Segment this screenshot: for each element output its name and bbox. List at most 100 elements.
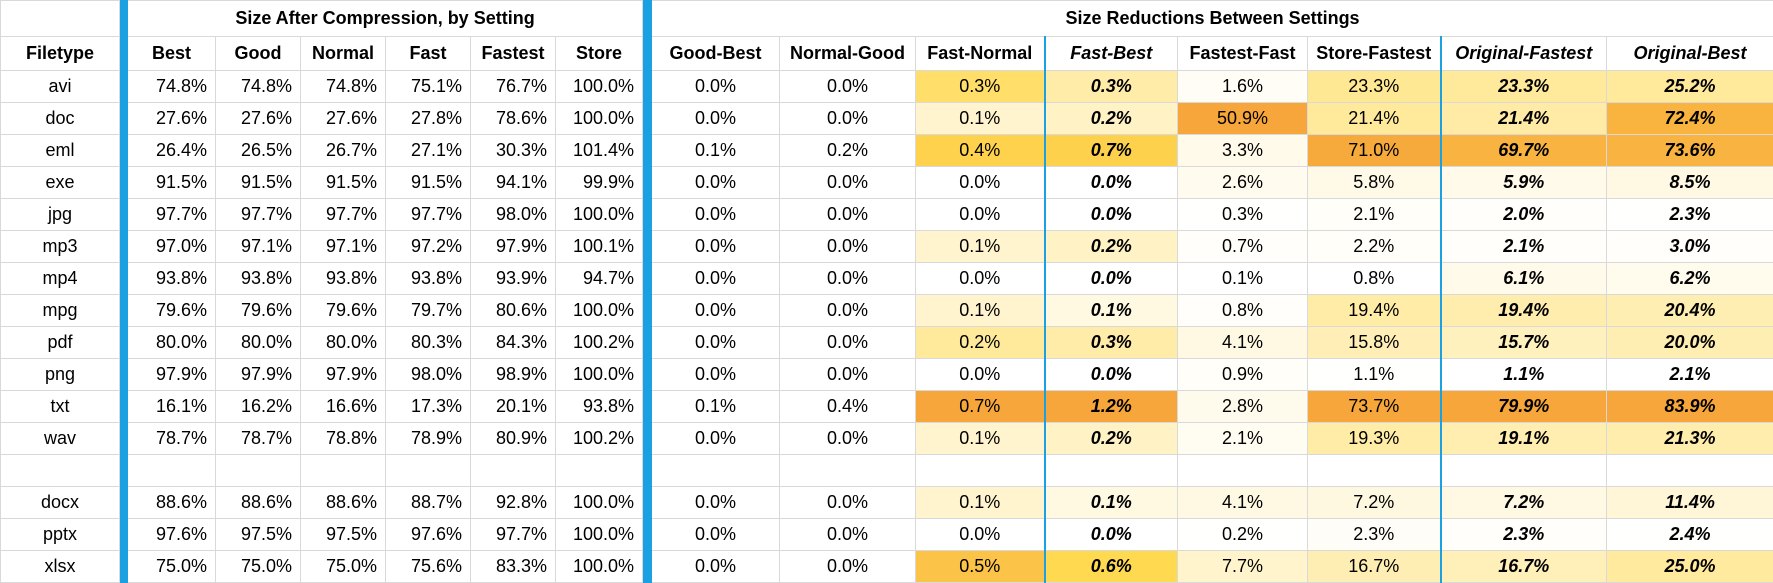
value-cell: 80.0%: [300, 326, 386, 359]
filetype-cell: eml: [0, 134, 120, 167]
value-cell: 0.3%: [915, 70, 1046, 103]
column-header: Fast-Normal: [915, 36, 1046, 71]
divider-bar: [119, 518, 128, 551]
value-cell: 80.6%: [470, 294, 556, 327]
value-cell: 5.8%: [1307, 166, 1442, 199]
value-cell: 0.0%: [651, 198, 781, 231]
divider-bar: [119, 36, 128, 71]
value-cell: 100.2%: [554, 422, 644, 455]
column-header: Best: [127, 36, 216, 71]
divider-bar: [642, 422, 653, 455]
value-cell: 0.0%: [779, 166, 917, 199]
value-cell: 0.1%: [915, 102, 1046, 135]
divider-bar: [642, 550, 653, 583]
value-cell: 88.6%: [300, 486, 386, 519]
value-cell: 0.7%: [1177, 230, 1309, 263]
divider-bar: [119, 0, 128, 37]
data-row: mp3 97.0% 97.1% 97.1% 97.2% 97.9% 100.1% 0.0% 0.…: [0, 230, 1773, 263]
value-cell: 27.8%: [385, 102, 471, 135]
column-header: Fastest: [470, 36, 556, 71]
value-cell: 98.0%: [470, 198, 556, 231]
divider-bar: [642, 70, 653, 103]
value-cell: 88.6%: [215, 486, 301, 519]
value-cell: 26.7%: [300, 134, 386, 167]
value-cell: 1.1%: [1439, 358, 1608, 391]
value-cell: 100.0%: [554, 102, 644, 135]
group-header: Size Reductions Between Settings: [651, 0, 1773, 37]
data-row: txt 16.1% 16.2% 16.6% 17.3% 20.1% 93.8% 0.1% 0.4…: [0, 390, 1773, 423]
divider-bar: [119, 134, 128, 167]
divider-bar: [119, 550, 128, 583]
group-header: Size After Compression, by Setting: [126, 0, 644, 37]
divider-bar: [119, 422, 128, 455]
value-cell: 80.3%: [385, 326, 471, 359]
value-cell: 93.8%: [215, 262, 301, 295]
value-cell: 99.9%: [554, 166, 644, 199]
value-cell: 0.4%: [779, 390, 917, 423]
divider-bar: [119, 70, 128, 103]
value-cell: 91.5%: [127, 166, 216, 199]
divider-bar: [642, 166, 653, 199]
value-cell: 0.5%: [915, 550, 1046, 583]
value-cell: 11.4%: [1606, 486, 1773, 519]
value-cell: 0.1%: [915, 422, 1046, 455]
value-cell: 97.7%: [127, 198, 216, 231]
value-cell: 0.0%: [779, 70, 917, 103]
value-cell: 21.3%: [1606, 422, 1773, 455]
value-cell: 6.2%: [1606, 262, 1773, 295]
value-cell: 91.5%: [385, 166, 471, 199]
value-cell: 100.0%: [554, 198, 644, 231]
value-cell: 75.0%: [215, 550, 301, 583]
blank-cell: [1177, 454, 1309, 487]
value-cell: 0.0%: [915, 358, 1046, 391]
divider-bar: [119, 198, 128, 231]
value-cell: 79.6%: [127, 294, 216, 327]
value-cell: 79.6%: [300, 294, 386, 327]
filetype-cell: docx: [0, 486, 120, 519]
value-cell: 73.6%: [1606, 134, 1773, 167]
value-cell: 100.0%: [554, 550, 644, 583]
value-cell: 0.0%: [1043, 518, 1179, 551]
value-cell: 0.0%: [651, 166, 781, 199]
divider-bar: [119, 102, 128, 135]
value-cell: 3.0%: [1606, 230, 1773, 263]
value-cell: 0.2%: [1177, 518, 1309, 551]
value-cell: 0.2%: [915, 326, 1046, 359]
value-cell: 17.3%: [385, 390, 471, 423]
value-cell: 0.2%: [1043, 422, 1179, 455]
value-cell: 19.1%: [1439, 422, 1608, 455]
value-cell: 0.0%: [651, 102, 781, 135]
value-cell: 27.6%: [300, 102, 386, 135]
value-cell: 15.7%: [1439, 326, 1608, 359]
divider-bar: [119, 454, 128, 487]
value-cell: 76.7%: [470, 70, 556, 103]
value-cell: 100.0%: [554, 70, 644, 103]
value-cell: 0.2%: [1043, 102, 1179, 135]
value-cell: 0.0%: [779, 102, 917, 135]
value-cell: 16.7%: [1307, 550, 1442, 583]
value-cell: 30.3%: [470, 134, 556, 167]
value-cell: 93.8%: [127, 262, 216, 295]
value-cell: 97.6%: [127, 518, 216, 551]
column-header: Normal: [300, 36, 386, 71]
blank-cell: [0, 0, 120, 37]
value-cell: 0.0%: [779, 550, 917, 583]
filetype-cell: jpg: [0, 198, 120, 231]
value-cell: 0.2%: [779, 134, 917, 167]
blank-cell: [300, 454, 386, 487]
divider-bar: [642, 230, 653, 263]
value-cell: 2.0%: [1439, 198, 1608, 231]
filetype-cell: xlsx: [0, 550, 120, 583]
value-cell: 20.4%: [1606, 294, 1773, 327]
value-cell: 2.8%: [1177, 390, 1309, 423]
value-cell: 0.0%: [779, 262, 917, 295]
value-cell: 97.2%: [385, 230, 471, 263]
value-cell: 80.0%: [215, 326, 301, 359]
value-cell: 27.6%: [127, 102, 216, 135]
data-row: avi 74.8% 74.8% 74.8% 75.1% 76.7% 100.0% 0.0% 0.…: [0, 70, 1773, 103]
value-cell: 93.8%: [300, 262, 386, 295]
value-cell: 0.0%: [651, 486, 781, 519]
divider-bar: [642, 36, 653, 71]
value-cell: 93.8%: [554, 390, 644, 423]
